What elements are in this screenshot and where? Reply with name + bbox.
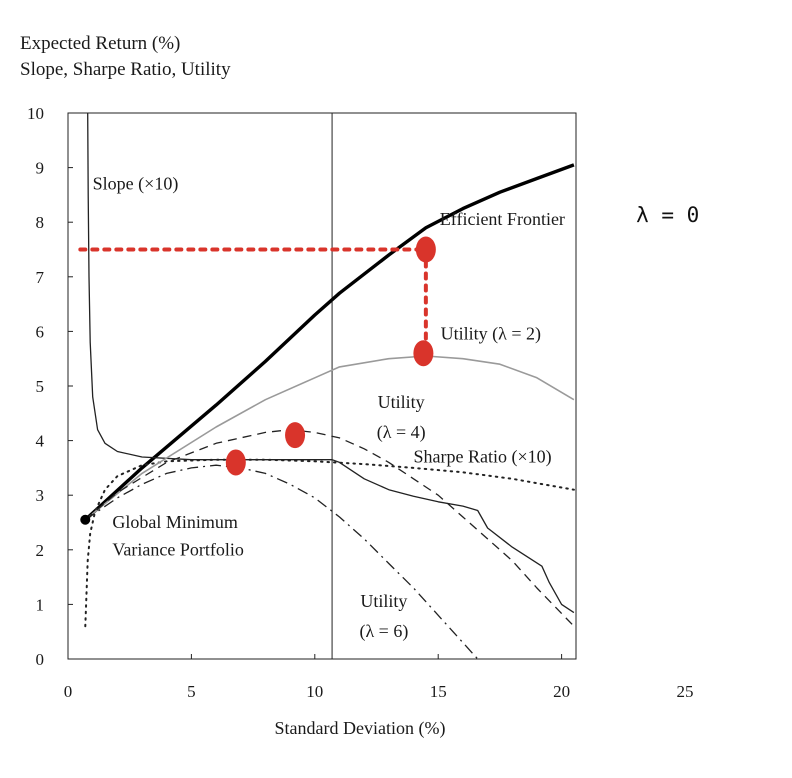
series-group — [80, 112, 575, 660]
handwritten-lambda-label: λ = 0 — [636, 203, 699, 227]
series-line-utility-6 — [84, 464, 479, 660]
annotation-label: Slope (×10) — [93, 173, 179, 194]
red-marker-dot — [225, 449, 246, 476]
series-line-utility-4 — [84, 429, 575, 627]
annotation-label: Utility — [360, 591, 407, 611]
annotation-label: Utility — [378, 392, 425, 412]
annotation-label: Variance Portfolio — [112, 539, 243, 559]
x-axis-label: Standard Deviation (%) — [275, 718, 446, 739]
y-tick-label: 0 — [36, 650, 45, 669]
x-tick-label: 20 — [553, 682, 570, 701]
annotation-label: Global Minimum — [112, 512, 238, 532]
x-tick-label: 5 — [187, 682, 196, 701]
y-tick-label: 6 — [36, 322, 45, 341]
x-tick-label: 15 — [430, 682, 447, 701]
red-marker-dot — [285, 422, 306, 449]
axes-group: 0 1 2 3 4 5 6 7 8 9 10 0 5 10 15 20 25 Standard Deviation… — [27, 104, 694, 739]
y-axis-label-line-1: Expected Return (%) — [20, 33, 181, 54]
annotation-label: (λ = 6) — [359, 621, 408, 642]
y-tick-label: 8 — [36, 213, 45, 232]
y-tick-label: 10 — [27, 104, 44, 123]
y-tick-label: 9 — [36, 159, 45, 178]
gmv-point — [80, 514, 91, 525]
annotation-label: Sharpe Ratio (×10) — [414, 446, 552, 467]
annotation-label: (λ = 4) — [377, 422, 426, 443]
y-tick-label: 1 — [36, 595, 45, 614]
x-tick-label: 10 — [306, 682, 323, 701]
series-line-sharpe-ratio-10 — [84, 458, 575, 628]
y-axis-label-line-2: Slope, Sharpe Ratio, Utility — [20, 59, 231, 80]
y-tick-label: 5 — [36, 377, 45, 396]
x-tick-label: 25 — [677, 682, 694, 701]
red-marker-dot — [413, 340, 434, 367]
handwritten-overlay-group: λ = 0 — [78, 203, 699, 476]
y-tick-label: 3 — [36, 486, 45, 505]
plot-frame — [67, 112, 577, 660]
series-line-slope-10 — [87, 112, 575, 614]
y-tick-label: 7 — [36, 268, 45, 287]
y-tick-label: 4 — [36, 432, 45, 451]
y-tick-label: 2 — [36, 541, 45, 560]
annotation-label: Utility (λ = 2) — [441, 324, 541, 345]
red-marker-dot — [415, 236, 436, 263]
series-line-efficient-frontier — [84, 163, 575, 522]
x-tick-label: 0 — [64, 682, 73, 701]
annotations-group: Slope (×10) Efficient Frontier Utility (λ … — [93, 173, 565, 642]
annotation-label: Efficient Frontier — [440, 209, 565, 229]
series-line-utility-2 — [84, 355, 575, 521]
